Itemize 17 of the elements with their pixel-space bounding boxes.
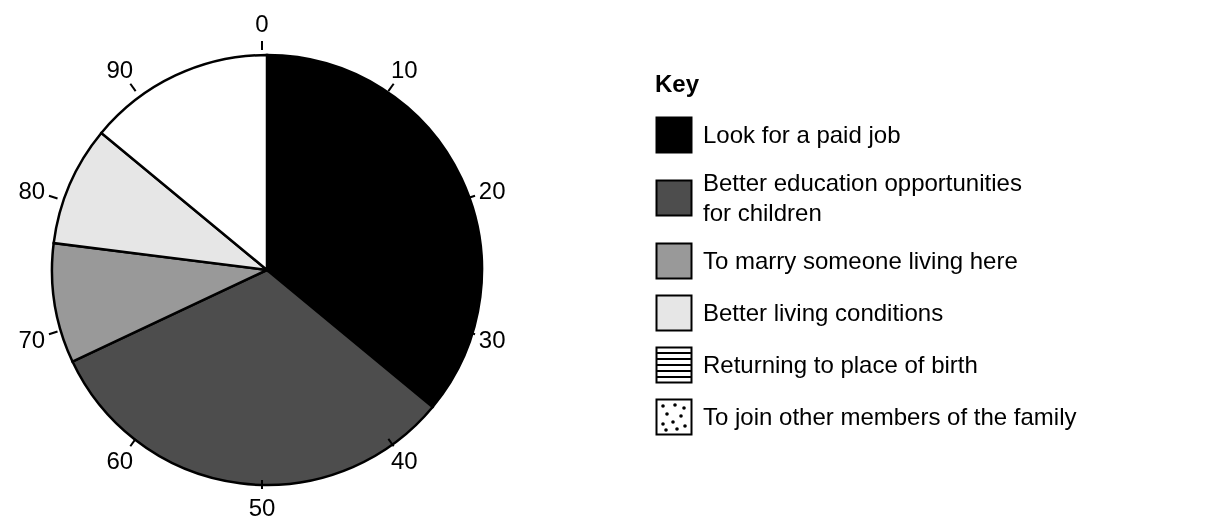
text: 70: [18, 326, 46, 354]
legend-label: To join other members of the family: [703, 402, 1077, 432]
text: 10: [390, 55, 418, 83]
text: 90: [106, 55, 134, 83]
text: 30: [478, 326, 506, 354]
legend-label: Better education opportunities for children: [703, 168, 1023, 228]
legend-label: Returning to place of birth: [703, 350, 978, 380]
legend-label: To marry someone living here: [703, 246, 1018, 276]
legend-label: Better living conditions: [703, 298, 944, 328]
text: 80: [18, 176, 46, 204]
text: 40: [390, 447, 418, 475]
text: 60: [106, 447, 134, 475]
legend-title: Key: [655, 70, 701, 98]
text: 20: [478, 176, 506, 204]
text: 50: [248, 493, 276, 520]
legend-label: Look for a paid job: [703, 120, 901, 150]
text: 0: [255, 9, 269, 37]
